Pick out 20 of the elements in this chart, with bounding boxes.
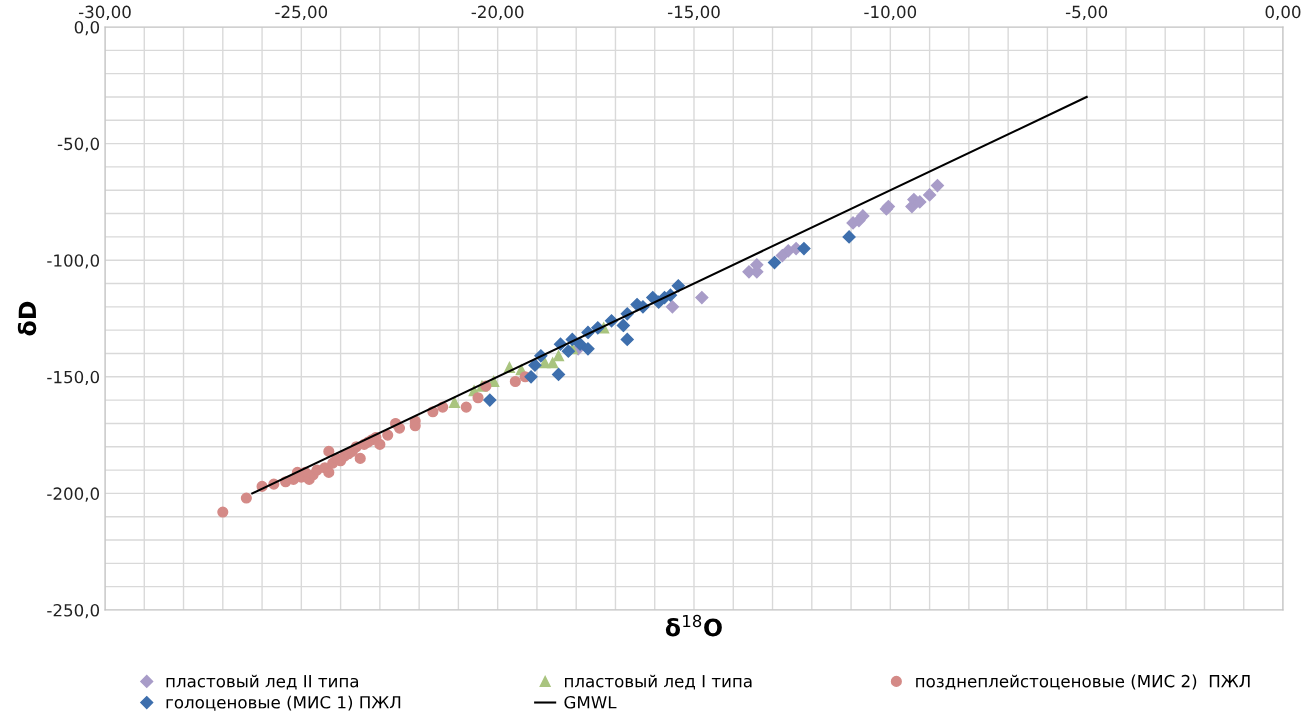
y-tick-label: -100,0 — [47, 254, 100, 269]
y-tick-label: -150,0 — [47, 370, 100, 386]
x-tick-label: -10,00 — [864, 5, 917, 20]
y-tick-label: 0,0 — [74, 20, 100, 36]
x-tick-label: -5,00 — [1065, 5, 1108, 20]
x-tick-label: -20,00 — [471, 5, 524, 20]
x-tick-label: -15,00 — [667, 5, 720, 20]
x-axis-title: δ$^{18}$O — [665, 614, 722, 637]
y-tick-label: -200,0 — [47, 487, 100, 502]
y-axis-title: δD — [17, 301, 37, 336]
y-tick-label: -250,0 — [47, 603, 100, 619]
legend-label: позднеплейстоценовые (МИС 2) ПЖЛ — [916, 674, 1250, 690]
legend-label: пластовый лед I типа — [565, 674, 752, 690]
y-tick-label: -50,0 — [57, 137, 100, 152]
x-tick-label: -25,00 — [275, 5, 328, 20]
legend-label: голоценовые (МИС 1) ПЖЛ — [166, 695, 401, 711]
x-tick-label: 0,00 — [1265, 5, 1301, 20]
legend-label: пластовый лед II типа — [166, 674, 359, 690]
legend-label: GMWL — [564, 695, 617, 709]
x-tick-label: -30,00 — [78, 5, 131, 20]
